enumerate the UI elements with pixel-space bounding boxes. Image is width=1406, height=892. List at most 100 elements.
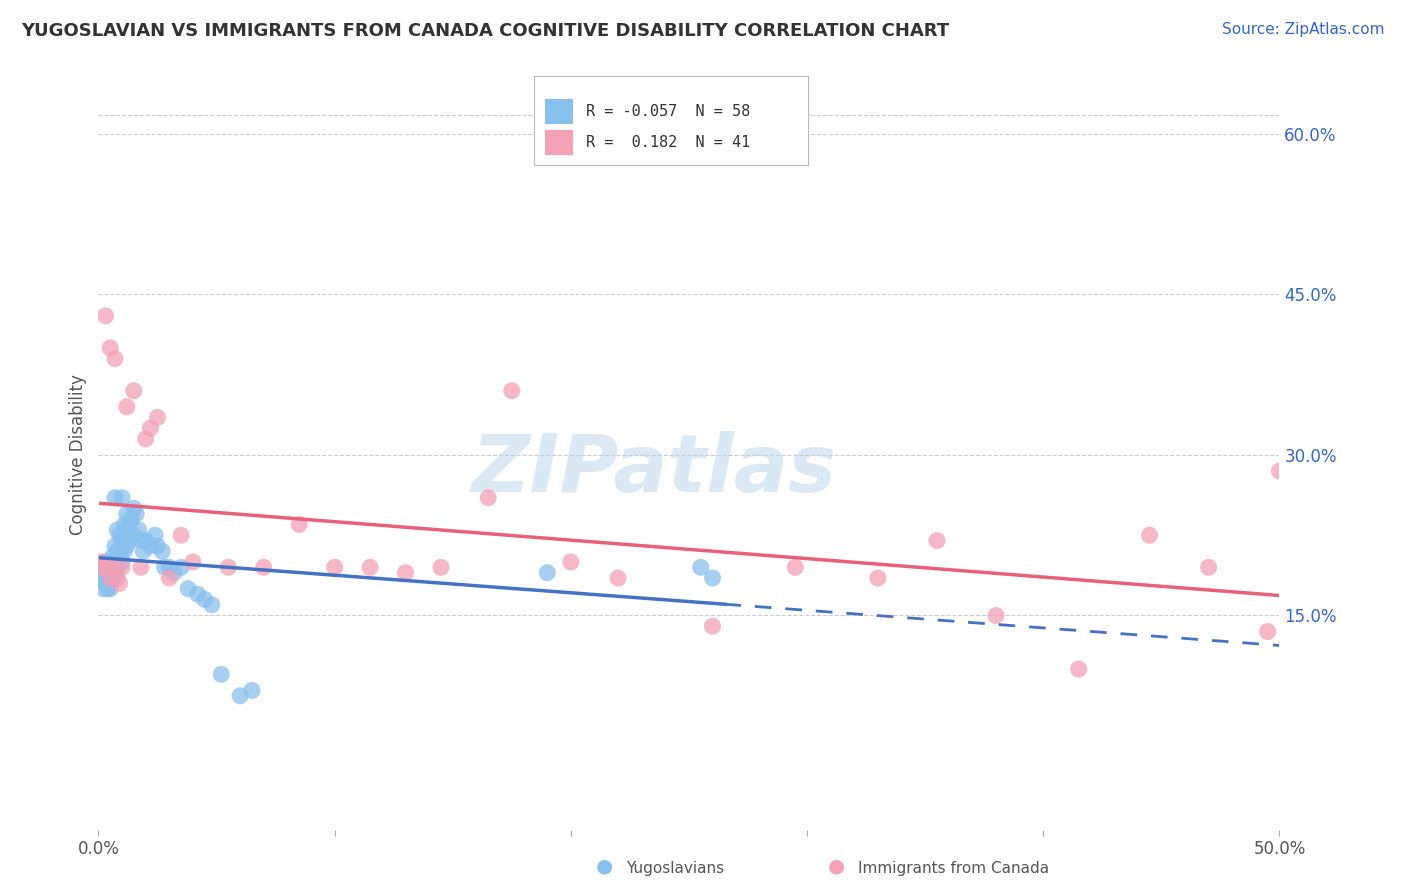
Text: ZIPatlas: ZIPatlas (471, 431, 837, 509)
Point (288, 517, 311, 532)
Point (111, 560, 134, 574)
Point (105, 571, 128, 585)
Point (1268, 464, 1291, 478)
Point (785, 560, 807, 574)
Point (118, 517, 141, 532)
Point (181, 555, 204, 569)
Point (94, 566, 117, 580)
Point (501, 384, 523, 398)
Point (104, 491, 127, 505)
Point (240, 683, 263, 698)
Point (104, 351, 127, 366)
Point (477, 491, 499, 505)
Point (1139, 528, 1161, 542)
Point (359, 560, 381, 574)
Point (94, 309, 117, 323)
Point (90, 555, 112, 569)
Point (108, 549, 131, 564)
Point (253, 560, 276, 574)
Point (209, 667, 232, 681)
Point (128, 523, 150, 537)
Point (94, 555, 117, 569)
Point (132, 544, 155, 558)
Text: YUGOSLAVIAN VS IMMIGRANTS FROM CANADA COGNITIVE DISABILITY CORRELATION CHART: YUGOSLAVIAN VS IMMIGRANTS FROM CANADA CO… (21, 22, 949, 40)
Point (101, 549, 124, 564)
Point (98, 555, 121, 569)
Point (115, 539, 138, 553)
Point (112, 517, 135, 532)
Text: R =  0.182  N = 41: R = 0.182 N = 41 (586, 136, 751, 150)
Text: R = -0.057  N = 58: R = -0.057 N = 58 (586, 104, 751, 119)
Point (122, 384, 145, 398)
Point (394, 566, 416, 580)
Text: Yugoslavians: Yugoslavians (626, 861, 724, 876)
Point (111, 555, 134, 569)
Point (118, 533, 141, 548)
Point (607, 571, 630, 585)
Point (984, 608, 1007, 623)
Point (101, 560, 124, 574)
Point (560, 555, 582, 569)
Point (91, 560, 114, 574)
Point (98, 341, 121, 355)
Point (111, 533, 134, 548)
Point (90, 560, 112, 574)
Text: ●: ● (828, 857, 845, 876)
Point (129, 533, 152, 548)
Point (98, 571, 121, 585)
Point (536, 566, 558, 580)
Point (1067, 662, 1090, 676)
Point (115, 400, 138, 414)
Point (97, 582, 120, 596)
Point (121, 512, 143, 526)
Point (1198, 560, 1220, 574)
Point (143, 528, 166, 542)
Point (97, 560, 120, 574)
Point (702, 571, 724, 585)
Point (105, 560, 128, 574)
Point (104, 539, 127, 553)
Point (170, 560, 193, 574)
Point (91, 571, 114, 585)
Point (153, 560, 176, 574)
Text: Source: ZipAtlas.com: Source: ZipAtlas.com (1222, 22, 1385, 37)
Point (108, 528, 131, 542)
Point (129, 560, 152, 574)
Y-axis label: Cognitive Disability: Cognitive Disability (69, 375, 87, 535)
Point (91, 582, 114, 596)
Point (217, 560, 239, 574)
Point (925, 533, 948, 548)
Point (125, 507, 148, 521)
Point (1257, 624, 1279, 639)
Bar (546, 99, 572, 124)
Point (115, 507, 138, 521)
Point (98, 582, 121, 596)
Point (187, 587, 209, 601)
Point (146, 410, 169, 425)
Point (139, 539, 162, 553)
Point (177, 582, 200, 596)
Point (122, 501, 145, 516)
Point (201, 598, 224, 612)
Bar (546, 130, 572, 155)
Point (135, 432, 157, 446)
Point (97, 571, 120, 585)
Point (194, 592, 217, 607)
Point (146, 539, 169, 553)
Point (111, 491, 134, 505)
Point (112, 544, 135, 558)
Point (323, 560, 346, 574)
Text: ●: ● (596, 857, 613, 876)
Point (170, 528, 193, 542)
Point (101, 560, 124, 574)
Point (135, 533, 157, 548)
Point (94, 576, 117, 591)
Point (122, 528, 145, 542)
Point (150, 544, 173, 558)
Point (157, 571, 180, 585)
Point (101, 571, 124, 585)
Point (702, 619, 724, 633)
Point (105, 523, 128, 537)
Text: Immigrants from Canada: Immigrants from Canada (858, 861, 1049, 876)
Point (139, 421, 162, 435)
